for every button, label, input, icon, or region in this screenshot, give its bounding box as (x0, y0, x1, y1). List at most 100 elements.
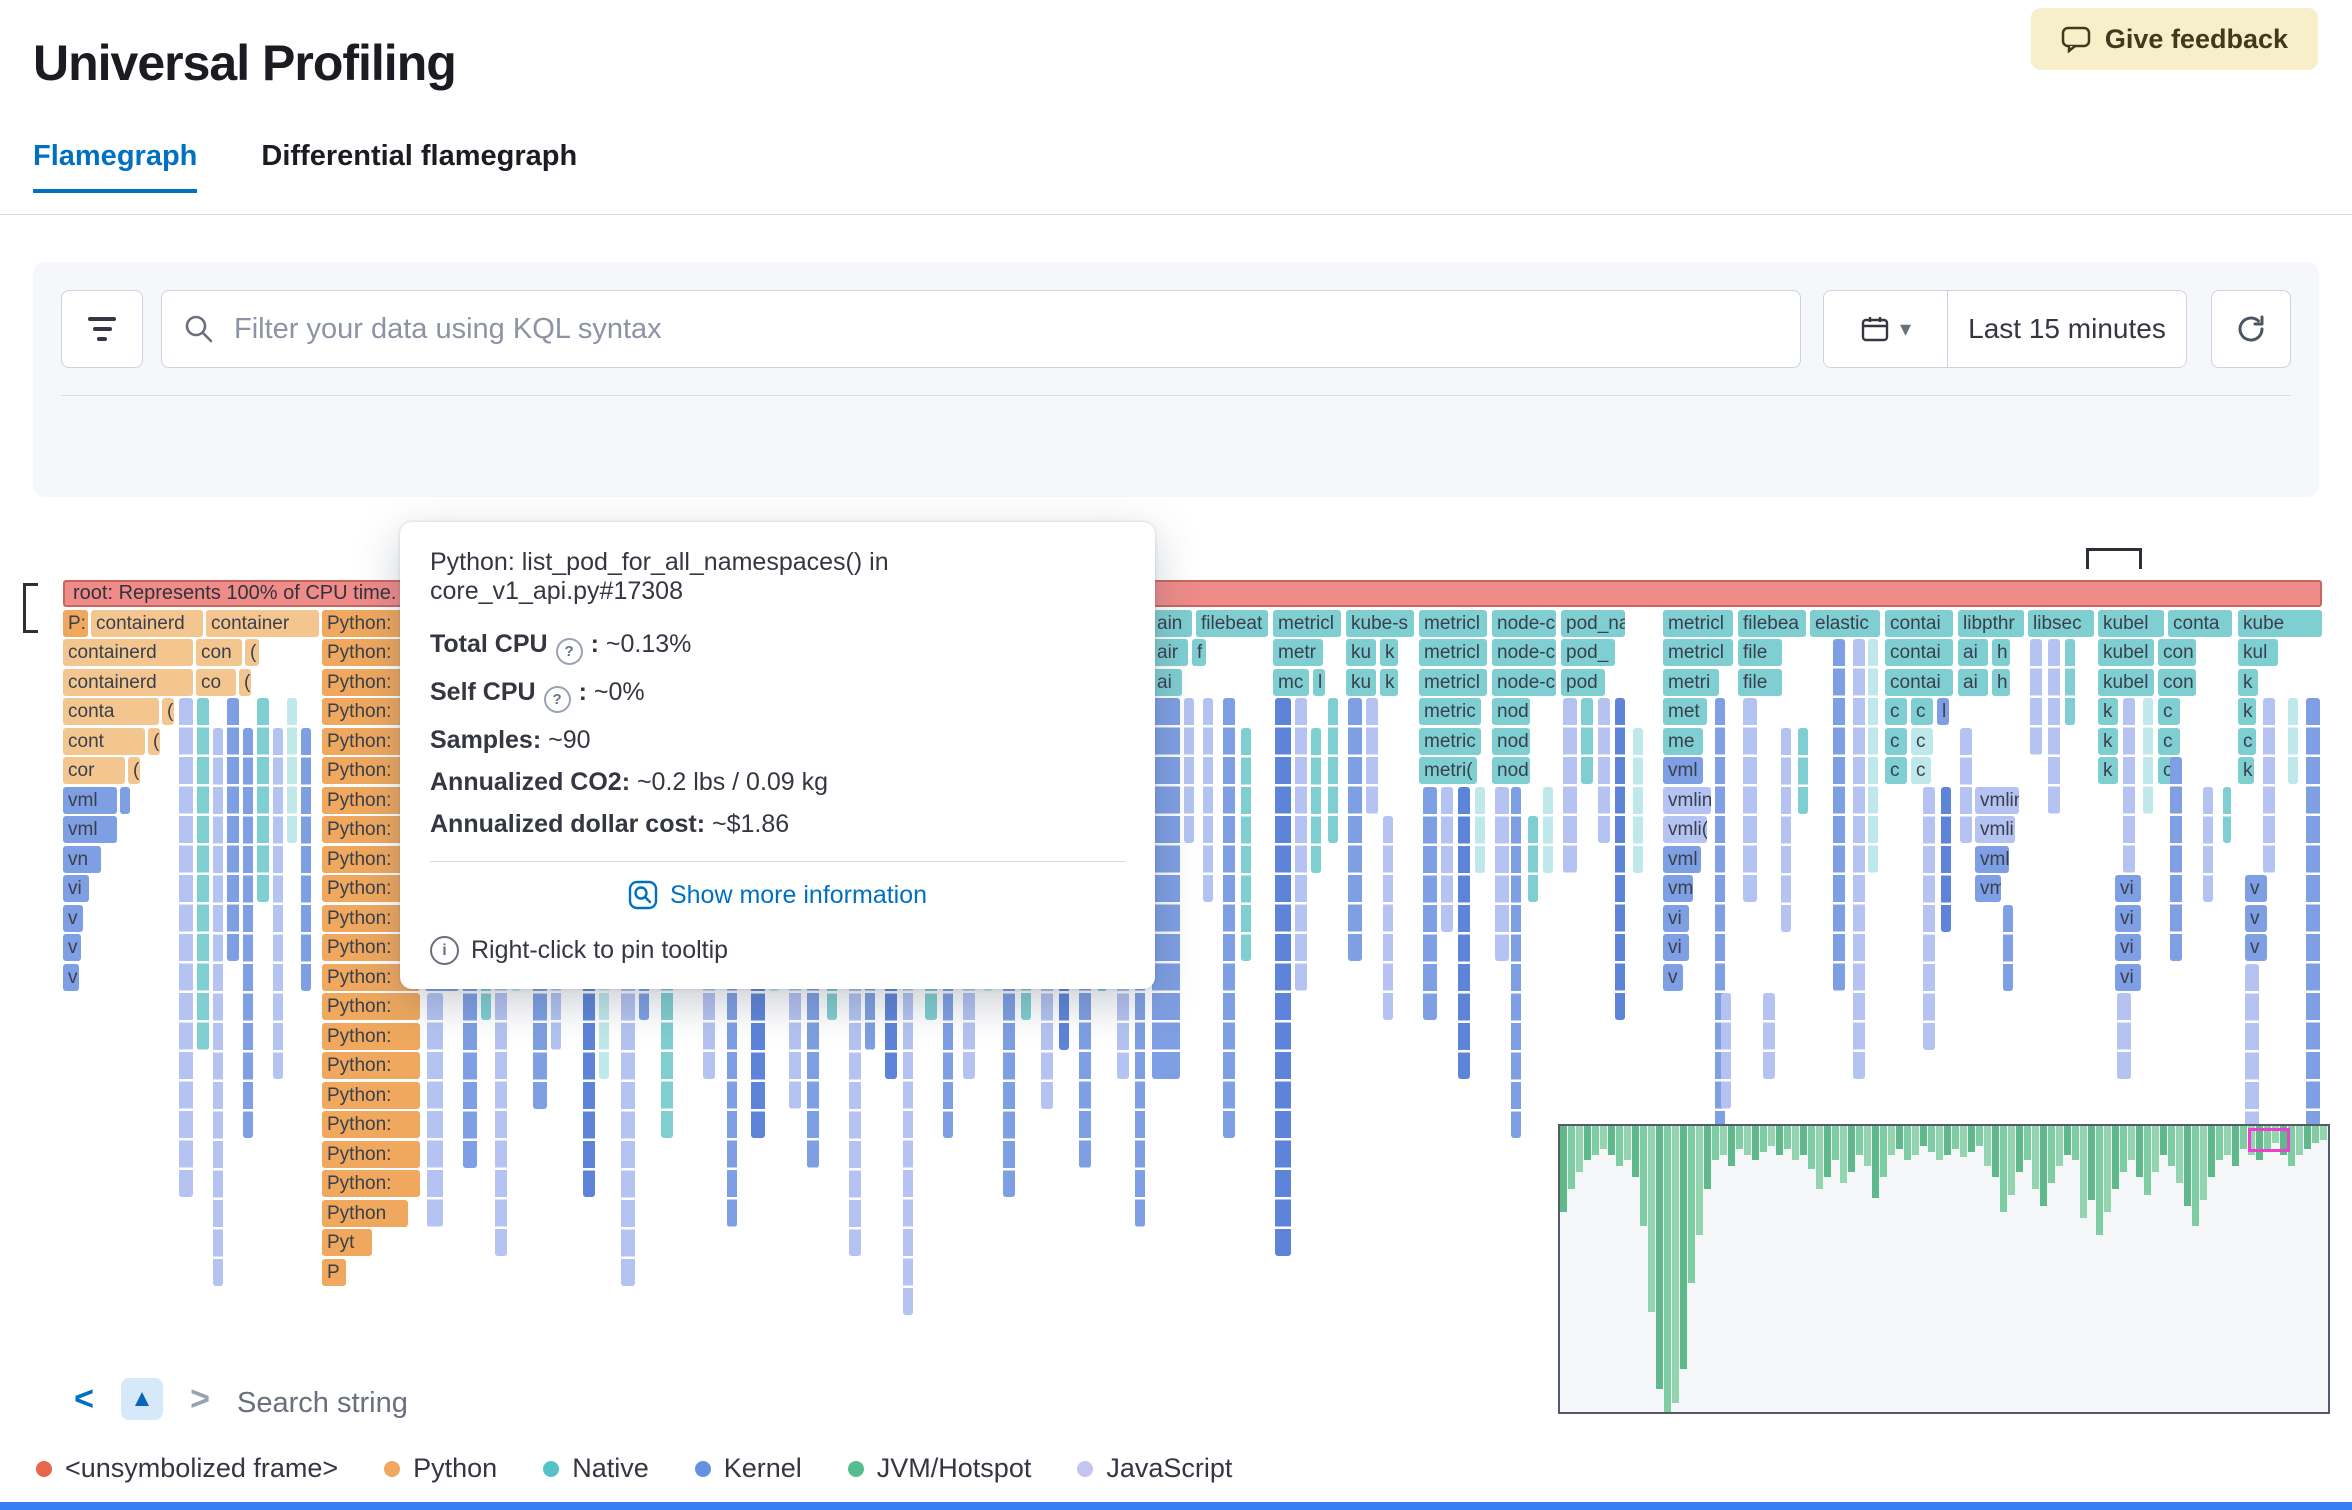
time-range-button[interactable]: Last 15 minutes (1948, 291, 2186, 367)
flame-frame-stack[interactable] (1348, 698, 1362, 961)
flame-frame[interactable]: me (1663, 727, 1703, 755)
flame-frame[interactable]: kube (2238, 609, 2322, 637)
flame-frame[interactable]: cor (63, 757, 125, 784)
flame-frame-stack[interactable] (1721, 993, 1731, 1109)
flame-frame[interactable]: metricl (1663, 609, 1733, 637)
flame-frame[interactable]: vm (1975, 875, 2001, 902)
flame-frame[interactable]: vmli( (1663, 816, 1707, 843)
flame-frame[interactable]: Python: (322, 993, 420, 1020)
flame-frame[interactable]: l (1937, 698, 1949, 725)
flame-frame[interactable]: h (1992, 639, 2010, 666)
flame-frame[interactable]: cont (63, 727, 145, 755)
flame-frame[interactable]: container (206, 609, 319, 637)
flame-frame[interactable]: vi (63, 875, 89, 902)
flame-frame-stack[interactable] (1495, 786, 1509, 961)
flame-frame[interactable]: metric (1419, 698, 1481, 725)
flame-frame[interactable]: vml (63, 786, 117, 814)
flame-frame-stack[interactable] (865, 934, 875, 1050)
flame-frame[interactable]: metric (1419, 727, 1481, 755)
flame-frame[interactable]: c (1885, 698, 1907, 725)
flame-frame[interactable]: c (1885, 757, 1907, 784)
flame-frame-stack[interactable] (1868, 639, 1878, 873)
search-string-input[interactable] (235, 1380, 799, 1426)
flame-frame[interactable]: ( (148, 727, 160, 755)
add-filter-button[interactable] (61, 290, 143, 368)
flame-frame-stack[interactable] (1960, 727, 1972, 843)
flame-frame[interactable]: filebea (1738, 609, 1806, 637)
flame-frame-stack[interactable] (257, 698, 269, 902)
flame-frame[interactable]: metr (1273, 639, 1323, 666)
flame-frame[interactable]: ( (245, 639, 259, 666)
flame-frame-stack[interactable] (1615, 698, 1625, 1020)
flame-frame[interactable]: mc (1273, 668, 1309, 696)
flame-frame-stack[interactable] (2048, 639, 2060, 814)
flame-frame[interactable]: libpthr (1958, 609, 2024, 637)
flame-frame[interactable]: v (2245, 904, 2267, 932)
flame-frame[interactable]: ai (1152, 668, 1182, 696)
flame-frame[interactable]: vmlin (1663, 786, 1711, 814)
flame-frame[interactable]: c (2238, 727, 2256, 755)
flame-frame-stack[interactable] (551, 934, 561, 1050)
flame-frame[interactable]: ( (162, 698, 174, 725)
flame-frame[interactable]: file (1738, 639, 1782, 666)
flame-frame[interactable]: vm (1663, 875, 1693, 902)
flame-frame-stack[interactable] (1715, 698, 1725, 1197)
flame-frame-stack[interactable] (1941, 786, 1951, 932)
flame-frame[interactable]: containerd (63, 639, 193, 666)
flame-frame[interactable]: vi (2115, 963, 2141, 991)
flame-frame-stack[interactable] (1295, 698, 1307, 991)
flame-frame-stack[interactable] (1743, 698, 1757, 902)
flame-frame[interactable]: v (2245, 875, 2267, 902)
flame-frame[interactable]: ai (1958, 639, 1988, 666)
flame-frame-stack[interactable] (1458, 786, 1470, 1079)
flame-frame-stack[interactable] (621, 904, 635, 1286)
flame-frame[interactable]: c (2158, 727, 2180, 755)
flame-frame[interactable]: c (2158, 698, 2180, 725)
flame-frame[interactable]: metricl (1419, 609, 1487, 637)
flamegraph-minimap[interactable] (1558, 1124, 2330, 1414)
flame-frame-stack[interactable] (807, 934, 819, 1168)
flame-frame-stack[interactable] (1441, 786, 1453, 932)
flame-frame[interactable]: nod (1492, 698, 1530, 725)
flame-frame[interactable]: file (1738, 668, 1782, 696)
flame-frame[interactable]: kube-s (1346, 609, 1414, 637)
flame-frame-stack[interactable] (2203, 786, 2213, 902)
question-circle-icon[interactable]: ? (543, 686, 571, 713)
flame-frame[interactable]: k (2238, 757, 2254, 784)
flame-frame-stack[interactable] (301, 727, 311, 991)
flame-frame[interactable]: Python: (322, 1140, 420, 1168)
flame-frame-stack[interactable] (1581, 698, 1593, 784)
flame-frame[interactable]: vmlin (1975, 786, 2019, 814)
flame-frame[interactable]: k (2098, 698, 2118, 725)
flame-frame[interactable]: conta (63, 698, 159, 725)
flame-frame[interactable]: elastic (1810, 609, 1880, 637)
kql-filter-input[interactable] (161, 290, 1801, 368)
flame-frame-stack[interactable] (1853, 639, 1865, 1079)
flame-frame-stack[interactable] (287, 698, 297, 843)
flame-frame-stack[interactable] (1423, 786, 1437, 1020)
flame-frame-stack[interactable] (1763, 993, 1775, 1079)
flame-frame[interactable]: vi (1663, 934, 1689, 961)
flame-frame-stack[interactable] (599, 934, 609, 1079)
minimap-selection[interactable] (2248, 1128, 2290, 1152)
flame-frame-stack[interactable] (1223, 698, 1235, 1138)
flame-frame[interactable]: ku (1346, 639, 1376, 666)
flame-frame-stack[interactable] (943, 904, 953, 1138)
flame-frame[interactable]: l (1313, 668, 1325, 696)
flame-frame-stack[interactable] (2065, 639, 2075, 725)
flame-frame-stack[interactable] (1135, 934, 1145, 1227)
flame-frame[interactable]: vml (1663, 757, 1703, 784)
flame-frame[interactable]: Python: (322, 1052, 420, 1079)
flame-frame-stack[interactable] (2117, 993, 2131, 1079)
flame-frame-stack[interactable] (1184, 698, 1194, 843)
flame-frame[interactable]: Python (322, 1199, 408, 1227)
flame-frame[interactable]: node-c (1492, 639, 1556, 666)
tab-differential-flamegraph[interactable]: Differential flamegraph (261, 140, 578, 172)
flame-frame[interactable]: kul (2238, 639, 2278, 666)
flame-frame[interactable]: vml (1663, 845, 1701, 873)
flame-frame[interactable]: metricl (1419, 668, 1487, 696)
flame-frame-stack[interactable] (1798, 727, 1808, 814)
flame-frame[interactable]: metri( (1419, 757, 1477, 784)
question-circle-icon[interactable]: ? (555, 638, 583, 665)
flame-frame[interactable]: ain (1152, 609, 1192, 637)
